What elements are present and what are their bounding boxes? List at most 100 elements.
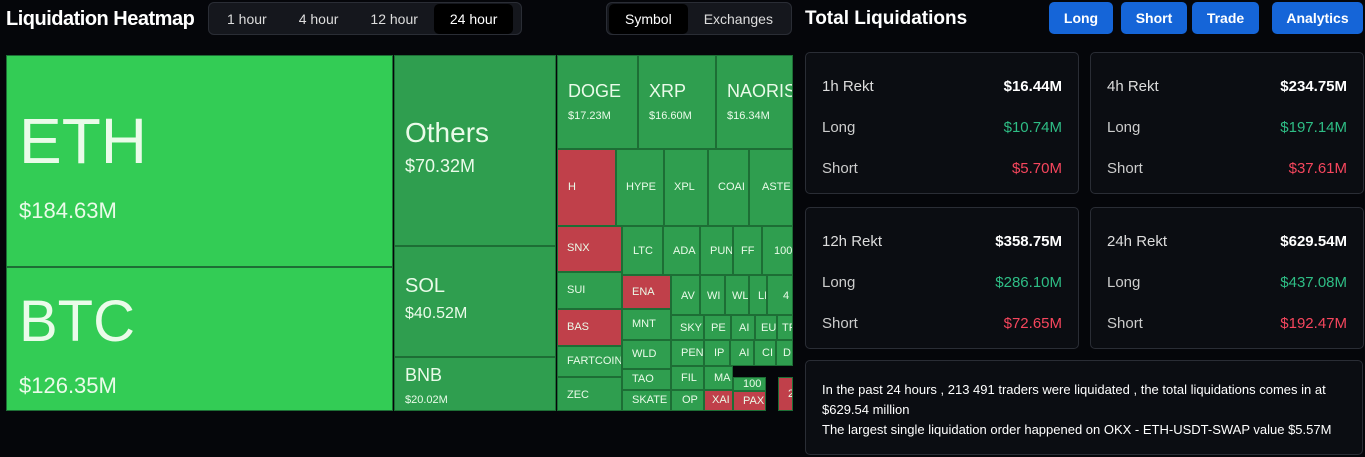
time-tabs: 1 hour 4 hour 12 hour 24 hour (208, 2, 522, 35)
heatmap-tile[interactable]: BAS (557, 309, 622, 346)
long-value: $10.74M (1003, 119, 1062, 136)
panel-button[interactable]: Long (1049, 2, 1113, 34)
tile-label: HYPE (626, 181, 656, 193)
tile-label: PUN (710, 245, 733, 257)
page-title: Liquidation Heatmap (6, 8, 195, 30)
rekt-card: 4h Rekt $234.75M Long $197.14M Short $37.61M (1090, 52, 1364, 194)
short-label: Short (1107, 315, 1143, 332)
heatmap-tile[interactable]: XRP $16.60M (638, 55, 716, 149)
heatmap-tile[interactable]: BNB $20.02M (394, 357, 556, 411)
heatmap-tile[interactable]: D (776, 340, 793, 366)
heatmap-tile[interactable]: ETH $184.63M (6, 55, 393, 267)
heatmap-tile[interactable]: FIL (671, 366, 704, 390)
tile-label: 2 (788, 388, 792, 400)
tile-label: FIL (681, 372, 697, 384)
rekt-card: 1h Rekt $16.44M Long $10.74M Short $5.70M (805, 52, 1079, 194)
heatmap-tile[interactable]: AV (671, 275, 700, 315)
heatmap-tile[interactable]: WLD (622, 340, 671, 369)
short-value: $37.61M (1288, 160, 1347, 177)
heatmap-tile[interactable]: OP (671, 390, 704, 411)
heatmap-tile[interactable]: COAI (708, 149, 749, 226)
heatmap-tile[interactable]: HYPE (616, 149, 664, 226)
heatmap-tile[interactable]: SUI (557, 272, 622, 309)
heatmap-tile[interactable]: MA (704, 366, 733, 390)
heatmap-tile[interactable]: H (557, 149, 616, 226)
heatmap-tile[interactable]: EU (755, 315, 777, 340)
time-tab[interactable]: 24 hour (433, 3, 514, 34)
heatmap-tile[interactable]: AI (731, 315, 755, 340)
tile-label: SKATE (632, 394, 668, 406)
heatmap-tile[interactable]: TF (777, 315, 793, 340)
heatmap-tile[interactable]: AI (730, 340, 754, 366)
tile-label: ZEC (567, 389, 589, 401)
heatmap-tile[interactable]: ZEC (557, 377, 622, 411)
tile-label: AI (739, 347, 750, 359)
time-tab[interactable]: 4 hour (298, 10, 339, 27)
tile-label: D (783, 347, 791, 359)
heatmap-tile[interactable]: ENA (622, 275, 671, 309)
short-label: Short (1107, 160, 1143, 177)
heatmap-tile[interactable]: FF (733, 226, 762, 275)
tile-label: TAO (632, 373, 654, 385)
tile-label: ASTE (762, 181, 791, 193)
heatmap-tile[interactable]: ASTE (749, 149, 793, 226)
heatmap-tile[interactable]: NAORIS $16.34M (716, 55, 793, 149)
card-title: 4h Rekt (1107, 78, 1159, 95)
view-tabs: Symbol Exchanges (606, 2, 792, 35)
tile-label: LI (758, 290, 767, 302)
heatmap-tile[interactable]: BTC $126.35M (6, 267, 393, 411)
heatmap-tile[interactable]: LI (749, 275, 767, 315)
heatmap-tile[interactable]: 2 (778, 377, 793, 411)
heatmap-tile[interactable]: 4 (767, 275, 793, 315)
time-tab[interactable]: 1 hour (227, 10, 267, 27)
tile-label: WL (732, 290, 749, 302)
card-title: 12h Rekt (822, 233, 883, 250)
panel-title: Total Liquidations (805, 8, 968, 29)
tile-label: DOGE (568, 81, 622, 101)
card-title: 24h Rekt (1107, 233, 1168, 250)
heatmap-tile[interactable]: PE (704, 315, 731, 340)
heatmap-tile[interactable]: MNT (622, 309, 671, 340)
heatmap-tile[interactable]: SOL $40.52M (394, 246, 556, 357)
panel-button[interactable]: Analytics (1272, 2, 1363, 34)
heatmap-tile[interactable]: WL (725, 275, 749, 315)
tile-value: $16.60M (649, 109, 692, 122)
tile-label: PAX (743, 395, 765, 407)
tile-label: SNX (567, 242, 590, 254)
tile-label: BTC (19, 289, 135, 354)
heatmap-tile[interactable]: Others $70.32M (394, 55, 556, 246)
panel-button[interactable]: Short (1121, 2, 1187, 34)
card-total: $629.54M (1280, 233, 1347, 250)
heatmap-tile[interactable]: DOGE $17.23M (557, 55, 638, 149)
heatmap-tile[interactable]: WI (700, 275, 725, 315)
short-value: $5.70M (1011, 160, 1062, 177)
heatmap-tile[interactable]: XAI (704, 390, 733, 411)
tile-label: LTC (633, 245, 653, 257)
tile-label: FF (741, 245, 755, 257)
time-tab[interactable]: 12 hour (370, 10, 418, 27)
heatmap-tile[interactable]: FARTCOIN (557, 346, 622, 377)
heatmap-tile[interactable]: SNX (557, 226, 622, 272)
long-value: $197.14M (1280, 119, 1347, 136)
heatmap-tile[interactable]: PAX (733, 391, 766, 411)
heatmap-tile[interactable]: 100 (762, 226, 793, 275)
heatmap-tile[interactable]: LTC (622, 226, 663, 275)
heatmap-tile[interactable]: SKATE (622, 390, 671, 411)
tile-label: SKY (680, 322, 703, 334)
heatmap-tile[interactable]: TAO (622, 369, 671, 390)
heatmap-tile[interactable]: CI (754, 340, 776, 366)
heatmap-tile[interactable]: SKY (671, 315, 704, 340)
short-label: Short (822, 315, 858, 332)
heatmap-tile[interactable]: PUN (700, 226, 733, 275)
panel-button[interactable]: Trade (1192, 2, 1259, 34)
heatmap-tile[interactable]: IP (704, 340, 730, 366)
heatmap-tile[interactable]: ADA (663, 226, 700, 275)
view-tab[interactable]: Exchanges (703, 10, 773, 27)
long-label: Long (1107, 274, 1141, 291)
tile-label: MA (714, 372, 731, 384)
heatmap-tile[interactable]: PEN (671, 340, 704, 366)
heatmap-tile[interactable]: 100 (733, 377, 766, 391)
view-tab[interactable]: Symbol (609, 3, 688, 34)
tile-label: SOL (405, 275, 446, 297)
heatmap-tile[interactable]: XPL (664, 149, 708, 226)
